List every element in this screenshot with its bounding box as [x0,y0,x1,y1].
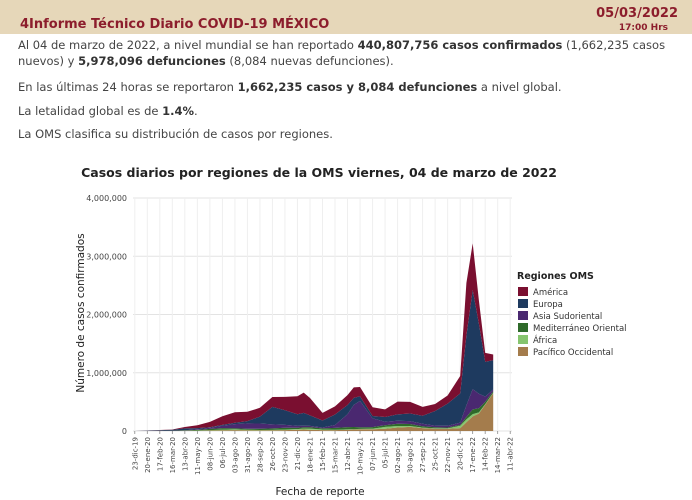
summary-24h: En las últimas 24 horas se reportaron 1,… [18,79,678,95]
y-axis: 0 1,000,000 2,000,000 3,000,000 4,000,000 [86,194,127,436]
report-header: 4Informe Técnico Diario COVID-19 MÉXICO … [0,0,692,34]
x-tick-label: 15-feb-21 [319,437,327,471]
summary-text: a nivel global. [477,80,562,94]
x-tick-label: 26-oct-20 [269,437,277,471]
lethality-value: 1.4% [162,104,195,118]
x-tick-label: 25-oct-21 [432,437,440,471]
x-tick-label: 16-mar-20 [169,437,177,473]
legend-label: Asia Sudoriental [533,312,602,322]
summary-text: . [194,104,198,118]
area-series [134,392,494,431]
x-tick-label: 28-sep-20 [256,437,264,472]
legend-swatch [518,335,528,344]
report-time: 17:00 Hrs [618,23,668,33]
x-tick-label: 21-dic-20 [294,437,302,470]
chart-areas [134,243,494,431]
confirmed-cases: 440,807,756 casos confirmados [357,38,563,52]
legend-label: Pacífico Occidental [533,348,613,358]
x-tick-label: 15-mar-21 [332,437,340,473]
report-date: 05/03/2022 [596,6,678,21]
legend-label: Mediterráneo Oriental [533,324,627,334]
x-axis: 23-dic-19 20-ene-20 17-feb-20 16-mar-20 13-a… [131,431,515,475]
chart-title: Casos diarios por regiones de la OMS vie… [81,165,557,180]
chart-grid [133,197,512,432]
x-tick-label: 02-ago-21 [394,437,402,473]
new-cases-deaths: 1,662,235 casos y 8,084 defunciones [237,80,478,94]
legend-label: América [533,287,568,298]
legend-swatch [518,323,528,332]
y-axis-label: Número de casos confirmados [75,233,87,392]
x-tick-label: 22-nov-21 [444,437,452,473]
summary-text: La letalidad global es de [18,104,163,118]
x-tick-label: 17-feb-20 [156,437,164,471]
y-tick-label: 0 [122,427,127,436]
summary-text: Al 04 de marzo de 2022, a nivel mundial … [18,38,358,52]
legend-swatch [518,347,528,356]
summary-global: Al 04 de marzo de 2022, a nivel mundial … [18,37,678,69]
x-tick-label: 20-ene-20 [144,437,152,473]
chart-legend: Regiones OMS América Europa Asia Sudorienta… [517,271,627,358]
legend-swatch [518,299,528,308]
summary-text: (1,662,235 casos nuevos) y [18,38,666,68]
x-tick-label: 13-abr-20 [181,437,189,471]
x-axis-label: Fecha de reporte [275,486,364,498]
report-title: 4Informe Técnico Diario COVID-19 MÉXICO [20,17,330,32]
x-tick-label: 07-jun-21 [369,437,377,471]
legend-swatch [518,311,528,320]
summary-text: En las últimas 24 horas se reportaron [18,80,238,94]
summary-regions: La OMS clasifica su distribución de caso… [18,127,333,141]
x-tick-label: 12-abr-21 [344,437,352,471]
summary-text: (8,084 nuevas defunciones). [225,54,394,68]
legend-title: Regiones OMS [517,271,594,282]
y-tick-label: 3,000,000 [86,252,127,261]
x-tick-label: 23-nov-20 [281,437,289,473]
summary-lethality: La letalidad global es de 1.4%. [18,103,678,119]
y-tick-label: 4,000,000 [86,194,127,203]
x-tick-label: 23-dic-19 [131,437,139,470]
x-tick-label: 31-ago-20 [244,437,252,473]
y-tick-label: 1,000,000 [86,369,127,378]
x-tick-label: 30-ago-21 [407,437,415,473]
legend-swatch [518,287,528,296]
x-tick-label: 17-ene-22 [469,437,477,473]
x-tick-label: 06-jul-20 [219,437,227,468]
deaths-total: 5,978,096 defunciones [78,54,226,68]
area-series [134,243,494,431]
x-tick-label: 03-ago-20 [231,437,239,473]
x-tick-label: 20-dic-21 [457,437,465,470]
x-tick-label: 11-abr-22 [507,437,515,471]
legend-label: África [533,334,557,346]
area-series [134,290,494,431]
y-tick-label: 2,000,000 [86,311,127,320]
x-tick-label: 14-mar-22 [494,437,502,473]
x-tick-label: 14-feb-22 [482,437,490,471]
x-tick-label: 27-sep-21 [419,437,427,472]
x-tick-label: 18-ene-21 [306,437,314,473]
x-tick-label: 10-may-21 [357,437,365,475]
legend-label: Europa [533,300,563,310]
x-tick-label: 05-jul-21 [382,437,390,468]
x-tick-label: 11-may-20 [194,437,202,475]
x-tick-label: 08-jun-20 [206,437,214,471]
